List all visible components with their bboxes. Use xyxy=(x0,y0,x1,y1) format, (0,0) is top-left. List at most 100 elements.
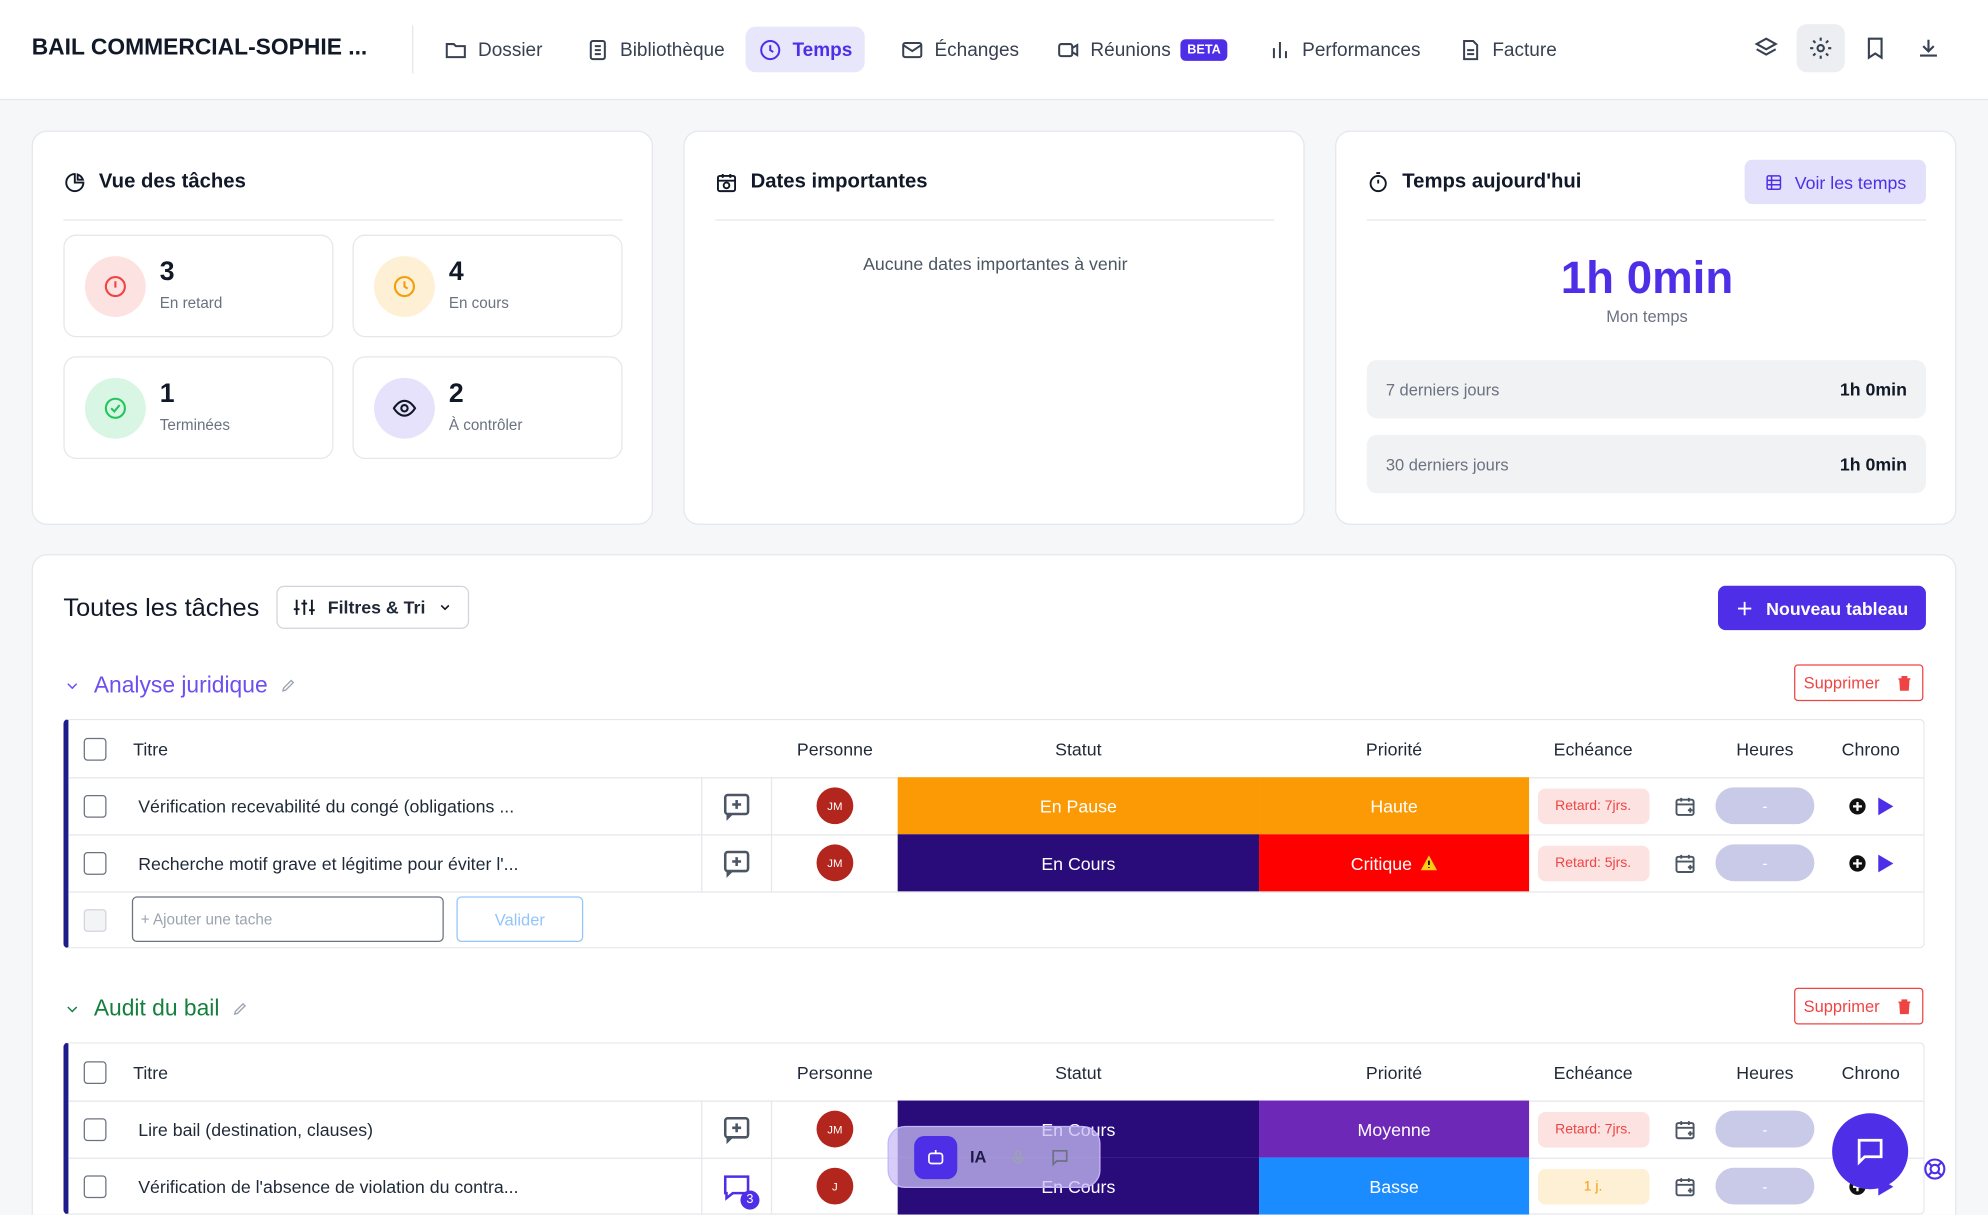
pie-icon xyxy=(65,173,85,193)
calendar-button[interactable] xyxy=(1657,1101,1713,1158)
priority[interactable]: Basse xyxy=(1259,1157,1530,1215)
play-icon xyxy=(1877,796,1893,815)
avatar[interactable]: JM xyxy=(816,1110,854,1148)
comment-cell[interactable]: 3 xyxy=(702,1157,773,1215)
delete-button[interactable]: Supprimer xyxy=(1794,987,1924,1025)
stat-tile[interactable]: 3 En retard xyxy=(63,234,334,338)
due-badge[interactable]: Retard: 7jrs. xyxy=(1537,787,1649,824)
comment-cell[interactable] xyxy=(702,1100,773,1158)
checkbox[interactable] xyxy=(83,737,107,761)
calendar-button[interactable] xyxy=(1657,834,1713,891)
column-header: Personne xyxy=(796,738,873,759)
comment-cell[interactable] xyxy=(702,834,773,892)
avatar[interactable]: J xyxy=(816,1167,854,1205)
chevron-icon xyxy=(440,604,449,611)
group-header[interactable]: Analyse juridique xyxy=(63,672,296,699)
nav-item[interactable]: Bibliothèque xyxy=(573,27,737,73)
nav-item[interactable]: Réunions BETA xyxy=(1043,27,1239,73)
trash-icon xyxy=(1899,998,1911,1014)
chat-button[interactable] xyxy=(1832,1113,1909,1190)
bot-button[interactable] xyxy=(914,1135,958,1179)
checkbox xyxy=(83,908,107,932)
column-header: Echéance xyxy=(1553,1061,1633,1083)
priority[interactable]: Haute xyxy=(1259,777,1530,835)
comment-count: 3 xyxy=(740,1190,760,1210)
add-task-input[interactable]: + Ajouter une tache xyxy=(131,896,444,943)
chrono[interactable] xyxy=(1817,777,1925,834)
status-icon xyxy=(104,397,126,419)
nav-item[interactable]: Dossier xyxy=(431,27,555,73)
calendar-icon xyxy=(1675,1177,1695,1196)
nav-label: Dossier xyxy=(477,38,543,61)
filter-button[interactable]: Filtres & Tri xyxy=(276,585,470,629)
task-title[interactable]: Vérification de l'absence de violation d… xyxy=(138,1157,703,1215)
column-header: Chrono xyxy=(1841,1061,1900,1083)
new-board-button[interactable]: Nouveau tableau xyxy=(1718,585,1926,631)
stat-tile[interactable]: 2 À contrôler xyxy=(352,356,623,459)
cell xyxy=(83,1158,107,1215)
group-header[interactable]: Audit du bail xyxy=(63,995,248,1022)
card-title: Vue des tâches xyxy=(63,171,246,194)
calendar-button[interactable] xyxy=(1657,777,1713,834)
hours-pill: - xyxy=(1715,1110,1815,1148)
assistant-label[interactable]: IA xyxy=(969,1147,987,1167)
stat-tile[interactable]: 1 Terminées xyxy=(63,356,334,459)
sliders-icon xyxy=(294,599,316,615)
checkbox[interactable] xyxy=(83,794,107,818)
chat-small-icon[interactable] xyxy=(1050,1147,1070,1167)
toolbar-button[interactable] xyxy=(1851,24,1899,72)
toolbar-button[interactable] xyxy=(1742,24,1790,72)
due-badge[interactable]: 1 j. xyxy=(1537,1168,1649,1204)
nav-icon xyxy=(1463,39,1479,60)
avatar[interactable]: JM xyxy=(816,787,854,825)
help-icon[interactable] xyxy=(1922,1156,1947,1181)
column-header: Statut xyxy=(1055,738,1102,759)
status[interactable]: En Pause xyxy=(897,777,1260,835)
filter-text: Filtres & Tri xyxy=(327,597,426,618)
calendar-icon xyxy=(1675,854,1695,873)
calendar-button[interactable] xyxy=(1657,1158,1713,1215)
delete-button[interactable]: Supprimer xyxy=(1794,664,1924,702)
case-title[interactable]: BAIL COMMERCIAL-SOPHIE ... xyxy=(31,34,368,60)
period-row: 7 derniers jours 1h 0min xyxy=(1366,360,1926,419)
nav-item[interactable]: Facture xyxy=(1445,27,1569,73)
checkbox[interactable] xyxy=(83,851,107,875)
checkbox[interactable] xyxy=(83,1060,107,1084)
validate-button[interactable]: Valider xyxy=(456,896,584,943)
nav-label: Réunions xyxy=(1090,38,1171,61)
stat-icon xyxy=(374,256,435,317)
checkbox[interactable] xyxy=(83,1117,107,1141)
comment-icon xyxy=(723,850,750,878)
nav-item[interactable]: Performances xyxy=(1255,27,1433,73)
checkbox[interactable] xyxy=(83,1174,107,1198)
task-title[interactable]: Lire bail (destination, clauses) xyxy=(138,1100,703,1158)
view-times-button[interactable]: Voir les temps xyxy=(1744,159,1926,205)
task-title[interactable]: Vérification recevabilité du congé (obli… xyxy=(138,777,703,835)
due-badge[interactable]: Retard: 7jrs. xyxy=(1537,1111,1649,1147)
priority[interactable]: Moyenne xyxy=(1259,1100,1530,1158)
mic-icon[interactable] xyxy=(1009,1147,1027,1167)
calendar-icon xyxy=(1675,1120,1695,1139)
status[interactable]: En Cours xyxy=(897,834,1260,892)
hours-pill: - xyxy=(1715,844,1815,882)
period-value: 1h 0min xyxy=(1839,379,1907,400)
status-icon xyxy=(392,399,417,417)
task-title[interactable]: Recherche motif grave et légitime pour é… xyxy=(138,834,703,892)
column-header: Chrono xyxy=(1841,738,1900,759)
stat-label: En cours xyxy=(448,294,509,312)
toolbar-button[interactable] xyxy=(1904,24,1952,72)
total-time: 1h 0min xyxy=(1560,251,1734,304)
nav-item[interactable]: Temps xyxy=(745,26,866,73)
toolbar-button[interactable] xyxy=(1796,24,1845,73)
chrono[interactable] xyxy=(1817,834,1925,891)
stat-tile[interactable]: 4 En cours xyxy=(352,234,623,338)
due-badge[interactable]: Retard: 5jrs. xyxy=(1537,845,1649,881)
comment-cell[interactable] xyxy=(702,777,773,835)
nav-item[interactable]: Échanges xyxy=(888,27,1032,73)
group-name: Analyse juridique xyxy=(93,671,268,698)
stat-value: 1 xyxy=(159,379,175,409)
due-cell: Retard: 5jrs. xyxy=(1529,834,1657,891)
avatar[interactable]: JM xyxy=(816,844,854,882)
priority[interactable]: Critique xyxy=(1259,834,1530,892)
